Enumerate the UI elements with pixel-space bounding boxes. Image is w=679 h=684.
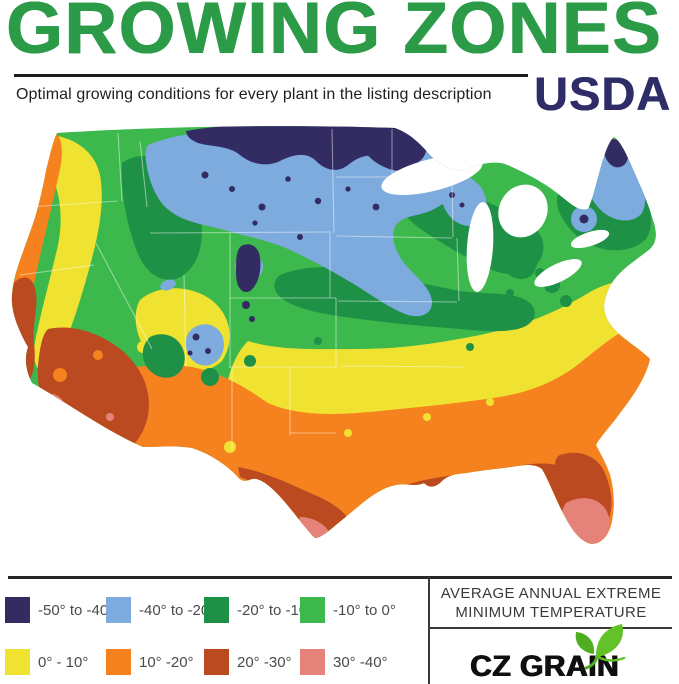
legend-label: -20° to -10° [237,601,314,619]
legend-swatch-dark-green [204,597,229,623]
legend-label: -10° to 0° [333,601,396,619]
panel-title-line2: MINIMUM TEMPERATURE [455,604,647,621]
legend-label: 0° - 10° [38,653,89,671]
legend-vertical-divider [428,577,430,684]
brand-logo-text: CZ GRAIN [470,650,619,683]
title-underline [14,74,528,77]
legend-item: 10° -20° [106,649,194,675]
zone-navy [186,126,628,356]
legend-label: 10° -20° [139,653,194,671]
legend-swatch-green [300,597,325,623]
legend-swatch-brick [204,649,229,675]
legend-item: -40° to -20° [106,597,215,623]
legend-label: 30° -40° [333,653,388,671]
legend-top-border [8,576,672,579]
legend-swatch-navy [5,597,30,623]
legend-swatch-blue [106,597,131,623]
sprout-leaves-icon [575,624,626,670]
zone-yellow-pockets [137,341,565,453]
legend-swatch-orange [106,649,131,675]
legend-item: 30° -40° [300,649,388,675]
panel-title-line1: AVERAGE ANNUAL EXTREME [440,585,662,602]
panel-title: AVERAGE ANNUAL EXTREME MINIMUM TEMPERATU… [428,584,674,622]
legend-item: 0° - 10° [5,649,88,675]
us-growing-zones-map [0,115,679,575]
legend-item: -10° to 0° [300,597,396,623]
us-map-svg [11,126,656,544]
legend-label: -40° to -20° [139,601,216,619]
panel-divider [430,627,672,629]
legend-item: -50° to -40° [5,597,114,623]
legend-swatch-yellow [5,649,30,675]
legend-swatch-salmon [300,649,325,675]
zone-orange-pockets [53,350,103,382]
page-title: GROWING ZONES [6,0,663,69]
page-subtitle: Optimal growing conditions for every pla… [16,86,492,103]
legend-label: -50° to -40° [38,601,115,619]
legend-item: -20° to -10° [204,597,313,623]
legend-item: 20° -30° [204,649,292,675]
legend-label: 20° -30° [237,653,292,671]
usda-label: USDA [533,67,671,120]
